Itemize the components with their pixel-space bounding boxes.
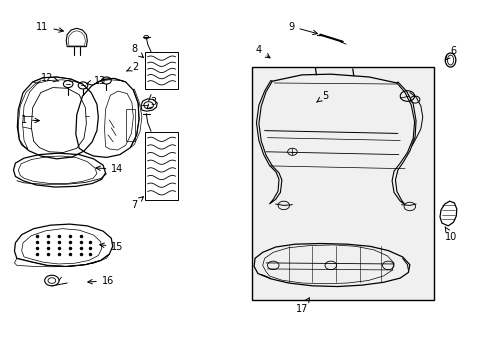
- Text: 15: 15: [100, 242, 123, 252]
- Polygon shape: [251, 67, 433, 300]
- Text: 14: 14: [96, 165, 123, 174]
- Text: 13: 13: [86, 76, 106, 86]
- Text: 7: 7: [131, 197, 143, 210]
- Text: 1: 1: [21, 115, 40, 125]
- Text: 5: 5: [316, 91, 327, 102]
- Text: 3: 3: [147, 98, 156, 109]
- Text: 12: 12: [41, 73, 59, 83]
- Text: 6: 6: [444, 46, 455, 60]
- Text: 11: 11: [36, 22, 63, 32]
- Text: 17: 17: [295, 298, 309, 314]
- Text: 8: 8: [131, 45, 143, 58]
- Text: 16: 16: [88, 275, 114, 285]
- Text: 10: 10: [444, 227, 457, 242]
- Text: 4: 4: [255, 45, 269, 58]
- Text: 2: 2: [126, 62, 138, 72]
- Text: 9: 9: [288, 22, 317, 35]
